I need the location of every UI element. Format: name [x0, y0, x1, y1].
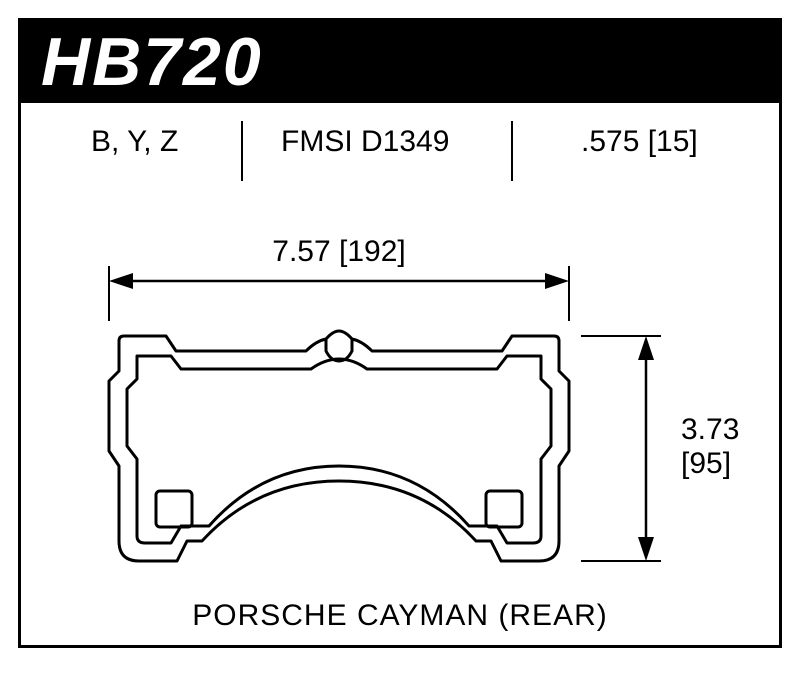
separator-2 [511, 121, 513, 181]
fmsi-text: FMSI D1349 [281, 125, 449, 159]
info-row: B, Y, Z FMSI D1349 .575 [15] [21, 121, 779, 181]
brake-pad-diagram: 7.57 [192] 3.73 [95] [21, 191, 785, 601]
height-label-1: 3.73 [681, 413, 739, 446]
separator-1 [241, 121, 243, 181]
brake-pad-outline [109, 331, 569, 561]
outer-frame: HB720 B, Y, Z FMSI D1349 .575 [15] 7.57 … [18, 18, 782, 648]
thickness-text: .575 [15] [581, 125, 698, 159]
diagram-area: 7.57 [192] 3.73 [95] [21, 191, 779, 591]
caption-text: PORSCHE CAYMAN (REAR) [21, 599, 779, 633]
height-label-2: [95] [681, 447, 731, 480]
width-label: 7.57 [192] [272, 235, 405, 268]
compounds-text: B, Y, Z [91, 125, 178, 159]
part-number: HB720 [41, 23, 263, 101]
header-bar: HB720 [21, 21, 779, 103]
height-dimension: 3.73 [95] [581, 336, 739, 561]
width-dimension: 7.57 [192] [109, 235, 569, 321]
